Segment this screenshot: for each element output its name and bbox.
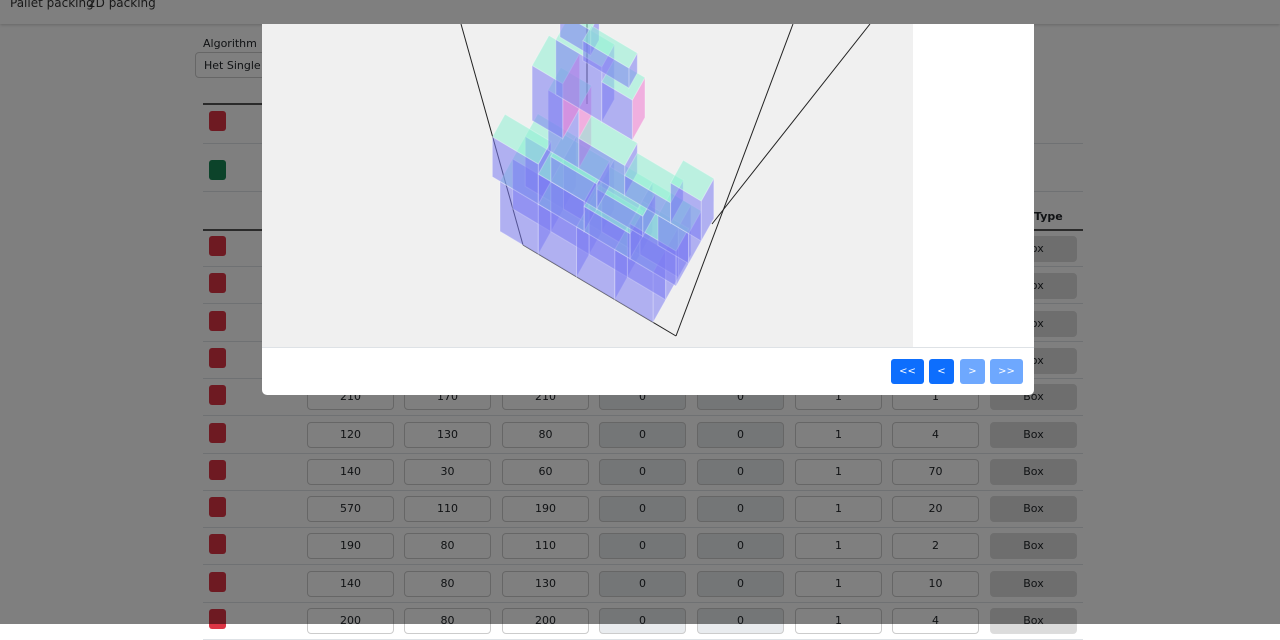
box-top-face xyxy=(582,25,638,69)
box-top-face xyxy=(578,115,638,167)
modal-footer: << < > >> xyxy=(262,347,1034,395)
box-top-face xyxy=(669,159,715,202)
container-edge xyxy=(711,24,871,225)
3d-viewer-canvas[interactable] xyxy=(262,24,913,347)
container-edge xyxy=(675,24,794,337)
packing-3d-modal: << < > >> xyxy=(262,24,1034,395)
last-page-button[interactable]: >> xyxy=(990,359,1023,384)
first-page-button[interactable]: << xyxy=(891,359,924,384)
box-top-face xyxy=(491,113,552,165)
next-page-button[interactable]: > xyxy=(960,359,985,384)
prev-page-button[interactable]: < xyxy=(929,359,954,384)
3d-packing-scene[interactable] xyxy=(262,24,913,347)
